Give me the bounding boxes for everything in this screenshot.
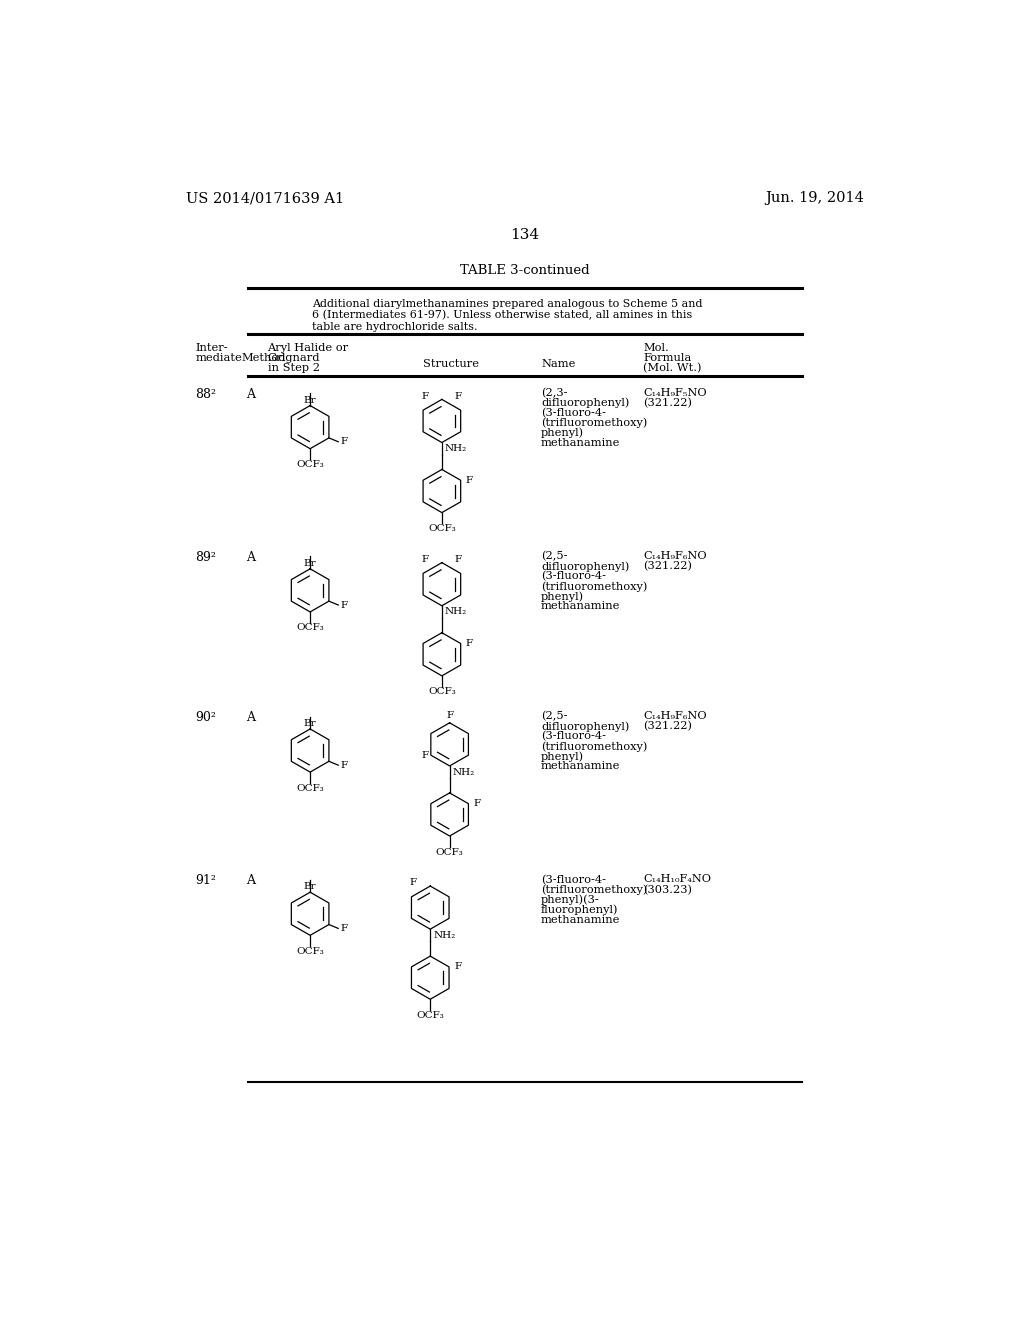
Text: (trifluoromethoxy): (trifluoromethoxy) [541, 581, 647, 591]
Text: C₁₄H₉F₅NO: C₁₄H₉F₅NO [643, 388, 707, 397]
Text: (Mol. Wt.): (Mol. Wt.) [643, 363, 701, 374]
Text: A: A [246, 552, 255, 564]
Text: TABLE 3-continued: TABLE 3-continued [460, 264, 590, 277]
Text: F: F [410, 878, 417, 887]
Text: (321.22): (321.22) [643, 561, 692, 572]
Text: (3-fluoro-4-: (3-fluoro-4- [541, 408, 606, 418]
Text: (trifluoromethoxy): (trifluoromethoxy) [541, 418, 647, 429]
Text: NH₂: NH₂ [445, 445, 467, 453]
Text: F: F [466, 639, 473, 648]
Text: OCF₃: OCF₃ [428, 524, 456, 533]
Text: difluorophenyl): difluorophenyl) [541, 561, 630, 572]
Text: OCF₃: OCF₃ [296, 784, 324, 792]
Text: F: F [466, 475, 473, 484]
Text: OCF₃: OCF₃ [436, 847, 464, 857]
Text: (303.23): (303.23) [643, 884, 692, 895]
Text: (3-fluoro-4-: (3-fluoro-4- [541, 731, 606, 742]
Text: table are hydrochloride salts.: table are hydrochloride salts. [312, 322, 478, 331]
Text: OCF₃: OCF₃ [296, 623, 324, 632]
Text: Name: Name [541, 359, 575, 368]
Text: OCF₃: OCF₃ [296, 946, 324, 956]
Text: in Step 2: in Step 2 [267, 363, 319, 374]
Text: F: F [422, 751, 428, 759]
Text: difluorophenyl): difluorophenyl) [541, 721, 630, 731]
Text: Aryl Halide or: Aryl Halide or [267, 343, 348, 354]
Text: methanamine: methanamine [541, 915, 621, 924]
Text: fluorophenyl): fluorophenyl) [541, 904, 618, 915]
Text: Inter-: Inter- [196, 343, 228, 354]
Text: (321.22): (321.22) [643, 721, 692, 731]
Text: F: F [455, 392, 462, 401]
Text: Br: Br [304, 558, 316, 568]
Text: NH₂: NH₂ [445, 607, 467, 616]
Text: (2,3-: (2,3- [541, 388, 567, 399]
Text: methanamine: methanamine [541, 438, 621, 447]
Text: C₁₄H₁₀F₄NO: C₁₄H₁₀F₄NO [643, 875, 712, 884]
Text: F: F [474, 799, 481, 808]
Text: (trifluoromethoxy): (trifluoromethoxy) [541, 884, 647, 895]
Text: (3-fluoro-4-: (3-fluoro-4- [541, 572, 606, 581]
Text: Formula: Formula [643, 354, 691, 363]
Text: F: F [446, 710, 454, 719]
Text: Grignard: Grignard [267, 354, 319, 363]
Text: 134: 134 [510, 228, 540, 243]
Text: (trifluoromethoxy): (trifluoromethoxy) [541, 742, 647, 752]
Text: Mol.: Mol. [643, 343, 669, 354]
Text: 88²: 88² [196, 388, 216, 401]
Text: F: F [455, 962, 462, 972]
Text: OCF₃: OCF₃ [417, 1011, 444, 1020]
Text: methanamine: methanamine [541, 762, 621, 771]
Text: methanamine: methanamine [541, 601, 621, 611]
Text: 89²: 89² [196, 552, 216, 564]
Text: NH₂: NH₂ [433, 931, 456, 940]
Text: mediate: mediate [196, 354, 242, 363]
Text: 6 (Intermediates 61-97). Unless otherwise stated, all amines in this: 6 (Intermediates 61-97). Unless otherwis… [312, 310, 692, 321]
Text: (2,5-: (2,5- [541, 552, 567, 561]
Text: phenyl): phenyl) [541, 428, 585, 438]
Text: 91²: 91² [196, 875, 216, 887]
Text: 90²: 90² [196, 711, 216, 725]
Text: OCF₃: OCF₃ [428, 688, 456, 697]
Text: A: A [246, 875, 255, 887]
Text: US 2014/0171639 A1: US 2014/0171639 A1 [186, 191, 344, 206]
Text: F: F [422, 554, 429, 564]
Text: A: A [246, 388, 255, 401]
Text: C₁₄H₉F₆NO: C₁₄H₉F₆NO [643, 711, 707, 721]
Text: Br: Br [304, 719, 316, 727]
Text: (321.22): (321.22) [643, 397, 692, 408]
Text: F: F [341, 760, 348, 770]
Text: Method: Method [242, 354, 287, 363]
Text: OCF₃: OCF₃ [296, 461, 324, 469]
Text: (3-fluoro-4-: (3-fluoro-4- [541, 875, 606, 884]
Text: phenyl): phenyl) [541, 751, 585, 762]
Text: A: A [246, 711, 255, 725]
Text: NH₂: NH₂ [453, 768, 475, 776]
Text: Br: Br [304, 396, 316, 404]
Text: Structure: Structure [423, 359, 478, 368]
Text: phenyl): phenyl) [541, 591, 585, 602]
Text: F: F [341, 924, 348, 933]
Text: difluorophenyl): difluorophenyl) [541, 397, 630, 408]
Text: F: F [422, 392, 429, 401]
Text: phenyl)(3-: phenyl)(3- [541, 895, 600, 906]
Text: F: F [341, 437, 348, 446]
Text: Jun. 19, 2014: Jun. 19, 2014 [765, 191, 864, 206]
Text: Additional diarylmethanamines prepared analogous to Scheme 5 and: Additional diarylmethanamines prepared a… [312, 298, 702, 309]
Text: (2,5-: (2,5- [541, 711, 567, 722]
Text: Br: Br [304, 882, 316, 891]
Text: F: F [341, 601, 348, 610]
Text: F: F [455, 554, 462, 564]
Text: C₁₄H₉F₆NO: C₁₄H₉F₆NO [643, 552, 707, 561]
